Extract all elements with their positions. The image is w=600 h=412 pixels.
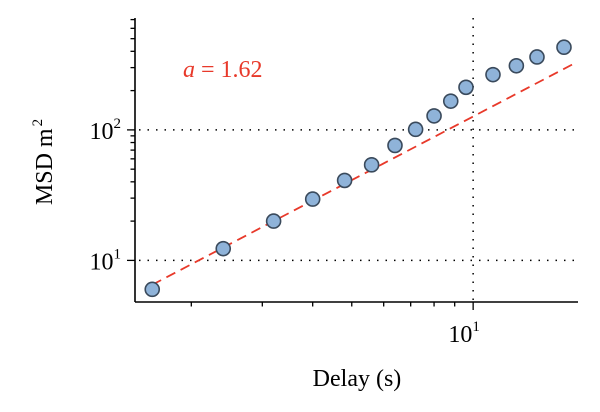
data-point	[442, 93, 459, 109]
y-axis-label: MSD m2	[30, 119, 58, 205]
y-tick-label: 102	[90, 116, 122, 145]
y-tick-label-exponent: 1	[114, 246, 122, 262]
x-tick-label-base: 10	[448, 322, 472, 348]
y-tick-label-base: 10	[90, 249, 114, 275]
data-point	[407, 121, 424, 138]
data-point	[426, 108, 442, 124]
data-point	[556, 39, 572, 56]
y-tick-label-base: 10	[90, 119, 114, 145]
grid-lines	[139, 18, 578, 300]
x-tick-label: 101	[448, 319, 480, 348]
fit-annotation: a = 1.62	[183, 57, 263, 83]
data-point	[363, 157, 380, 173]
data-point	[458, 79, 474, 96]
fit-line	[151, 62, 575, 286]
y-axis-label-superscript: 2	[30, 119, 46, 127]
data-point	[215, 240, 232, 257]
fit-annotation-value: = 1.62	[195, 57, 263, 83]
data-point	[529, 49, 545, 65]
x-axis-label: Delay (s)	[313, 366, 402, 392]
data-point	[485, 66, 501, 83]
y-axis-label-text: MSD m	[32, 128, 58, 205]
fit-line-layer	[151, 62, 575, 286]
y-tick-label-exponent: 2	[114, 116, 122, 132]
y-tick-label: 101	[90, 246, 122, 275]
data-point	[387, 137, 403, 154]
data-point	[144, 281, 161, 298]
x-tick-label-exponent: 1	[472, 319, 480, 335]
data-points	[144, 39, 572, 298]
data-point	[508, 57, 525, 74]
axes	[134, 18, 578, 303]
x-axis-label-text: Delay (s)	[313, 366, 402, 392]
data-point	[265, 213, 282, 229]
data-point	[304, 191, 321, 207]
data-point	[336, 172, 353, 189]
fit-annotation-variable: a	[183, 57, 195, 83]
axis-ticks	[127, 18, 474, 310]
